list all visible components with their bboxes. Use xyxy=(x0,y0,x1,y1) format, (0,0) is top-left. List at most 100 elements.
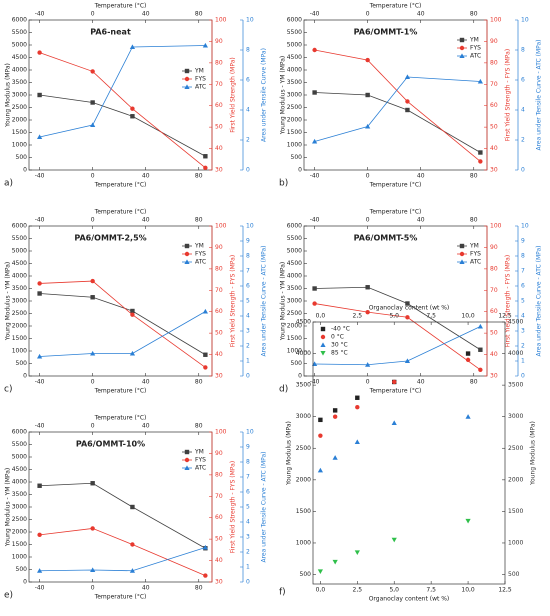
y-tick-label: 80 xyxy=(215,265,223,272)
y-tick-label: 4 xyxy=(246,313,250,320)
series-line xyxy=(39,280,206,368)
legend-label: ATC xyxy=(195,259,206,266)
y-tick-label: 3 xyxy=(521,328,525,335)
y-tick-label: 500 xyxy=(291,154,303,161)
y-tick-label: 90 xyxy=(490,38,498,45)
y-tick-label: 0 xyxy=(246,167,250,174)
legend-marker xyxy=(320,326,326,332)
y-tick-label: 40 xyxy=(490,351,498,358)
x-tick-label: 80 xyxy=(195,585,203,592)
y-tick-label: 1500 xyxy=(287,335,302,342)
y-tick-label: 0 xyxy=(521,167,525,174)
legend-label: YM xyxy=(469,37,479,44)
y-tick-label: 100 xyxy=(215,223,227,230)
x-tick-label: 40 xyxy=(142,11,150,18)
y-tick-label: 70 xyxy=(215,493,223,500)
legend-marker xyxy=(184,449,190,455)
y-tick-label: 5500 xyxy=(12,441,27,448)
legend-marker xyxy=(184,465,190,470)
x-tick-label: 0 xyxy=(91,585,95,592)
y-tick-label: 2 xyxy=(521,343,525,350)
y-tick-label: 0 xyxy=(521,373,525,380)
legend-label: FYS xyxy=(195,251,206,258)
y-tick-label: 2000 xyxy=(508,476,523,483)
y-axis-title: First Yield Strength - FYS (MPa) xyxy=(230,255,237,347)
legend-marker xyxy=(459,259,465,264)
y-tick-label: 4500 xyxy=(296,319,311,326)
marker xyxy=(332,559,338,565)
x-tick-label: 40 xyxy=(142,423,150,430)
panel-label: b) xyxy=(279,179,288,189)
y-tick-label: 100 xyxy=(215,429,227,436)
marker xyxy=(203,573,208,578)
y-tick-label: 2 xyxy=(246,137,250,144)
panel-label: e) xyxy=(4,591,13,601)
y-tick-label: 70 xyxy=(490,287,498,294)
marker xyxy=(90,69,95,74)
y-axis-title: Area under Tensile Curve - ATC (MPa) xyxy=(261,245,268,356)
y-tick-label: 10 xyxy=(521,17,529,24)
x-tick-label: 80 xyxy=(470,217,478,224)
y-tick-label: 10 xyxy=(246,223,254,230)
y-tick-label: 500 xyxy=(16,360,28,367)
y-tick-label: 2 xyxy=(521,137,525,144)
x-tick-label: 0 xyxy=(91,217,95,224)
marker xyxy=(37,532,42,538)
legend-label: FYS xyxy=(470,251,481,258)
panel-label: a) xyxy=(4,179,13,189)
marker xyxy=(202,42,208,48)
x-tick-label: 80 xyxy=(470,11,478,18)
marker xyxy=(405,99,410,104)
marker xyxy=(312,138,318,144)
y-tick-label: 9 xyxy=(521,238,525,245)
marker xyxy=(317,467,323,473)
y-tick-label: 3 xyxy=(246,534,250,541)
marker xyxy=(312,301,317,306)
y-tick-label: 7 xyxy=(521,268,525,275)
x-tick-label: 80 xyxy=(195,379,203,386)
y-axis-title: Young Modulus - YM (MPa) xyxy=(5,468,12,548)
y-tick-label: 0 xyxy=(23,373,27,380)
y-tick-label: 2000 xyxy=(12,529,27,536)
y-axis-title: First Yield Strength (MPa) xyxy=(230,57,237,132)
y-tick-label: 5000 xyxy=(287,42,302,49)
series-line xyxy=(39,293,206,356)
x-tick-label: 0 xyxy=(91,173,95,180)
marker xyxy=(90,278,95,284)
marker xyxy=(130,542,135,547)
marker xyxy=(129,350,136,356)
y-tick-label: 50 xyxy=(215,536,223,543)
y-tick-label: 50 xyxy=(490,330,498,337)
marker xyxy=(37,92,42,98)
legend-label: 30 °C xyxy=(331,342,348,349)
y-tick-label: 70 xyxy=(490,81,498,88)
marker xyxy=(465,357,471,363)
marker xyxy=(478,150,483,155)
y-tick-label: 4500 xyxy=(287,260,302,267)
x-tick-label: 0 xyxy=(91,11,95,18)
y-tick-label: 5000 xyxy=(12,42,27,49)
marker xyxy=(37,134,43,139)
y-tick-label: 3000 xyxy=(508,413,523,420)
y-tick-label: 2500 xyxy=(296,445,311,452)
y-tick-label: 0 xyxy=(23,579,27,586)
y-tick-label: 6 xyxy=(521,283,525,290)
y-tick-label: 500 xyxy=(508,571,520,578)
marker xyxy=(37,483,42,488)
legend-label: 0 °C xyxy=(331,334,344,341)
panel-label: d) xyxy=(279,385,288,395)
marker xyxy=(365,57,370,63)
legend-label: 85 °C xyxy=(331,350,348,357)
x-tick-label: -40 xyxy=(310,11,320,18)
y-tick-label: 60 xyxy=(490,102,498,109)
y-tick-label: 4000 xyxy=(287,67,302,74)
legend-label: FYS xyxy=(195,457,206,464)
y-tick-label: 4 xyxy=(246,107,250,114)
y-axis-title: First Yield Strength - FYS (MPa) xyxy=(505,255,512,347)
y-tick-label: 5 xyxy=(246,298,250,305)
y-tick-label: 70 xyxy=(215,81,223,88)
y-tick-label: 4500 xyxy=(12,54,27,61)
marker xyxy=(391,420,397,426)
y-tick-label: 5 xyxy=(246,504,250,511)
